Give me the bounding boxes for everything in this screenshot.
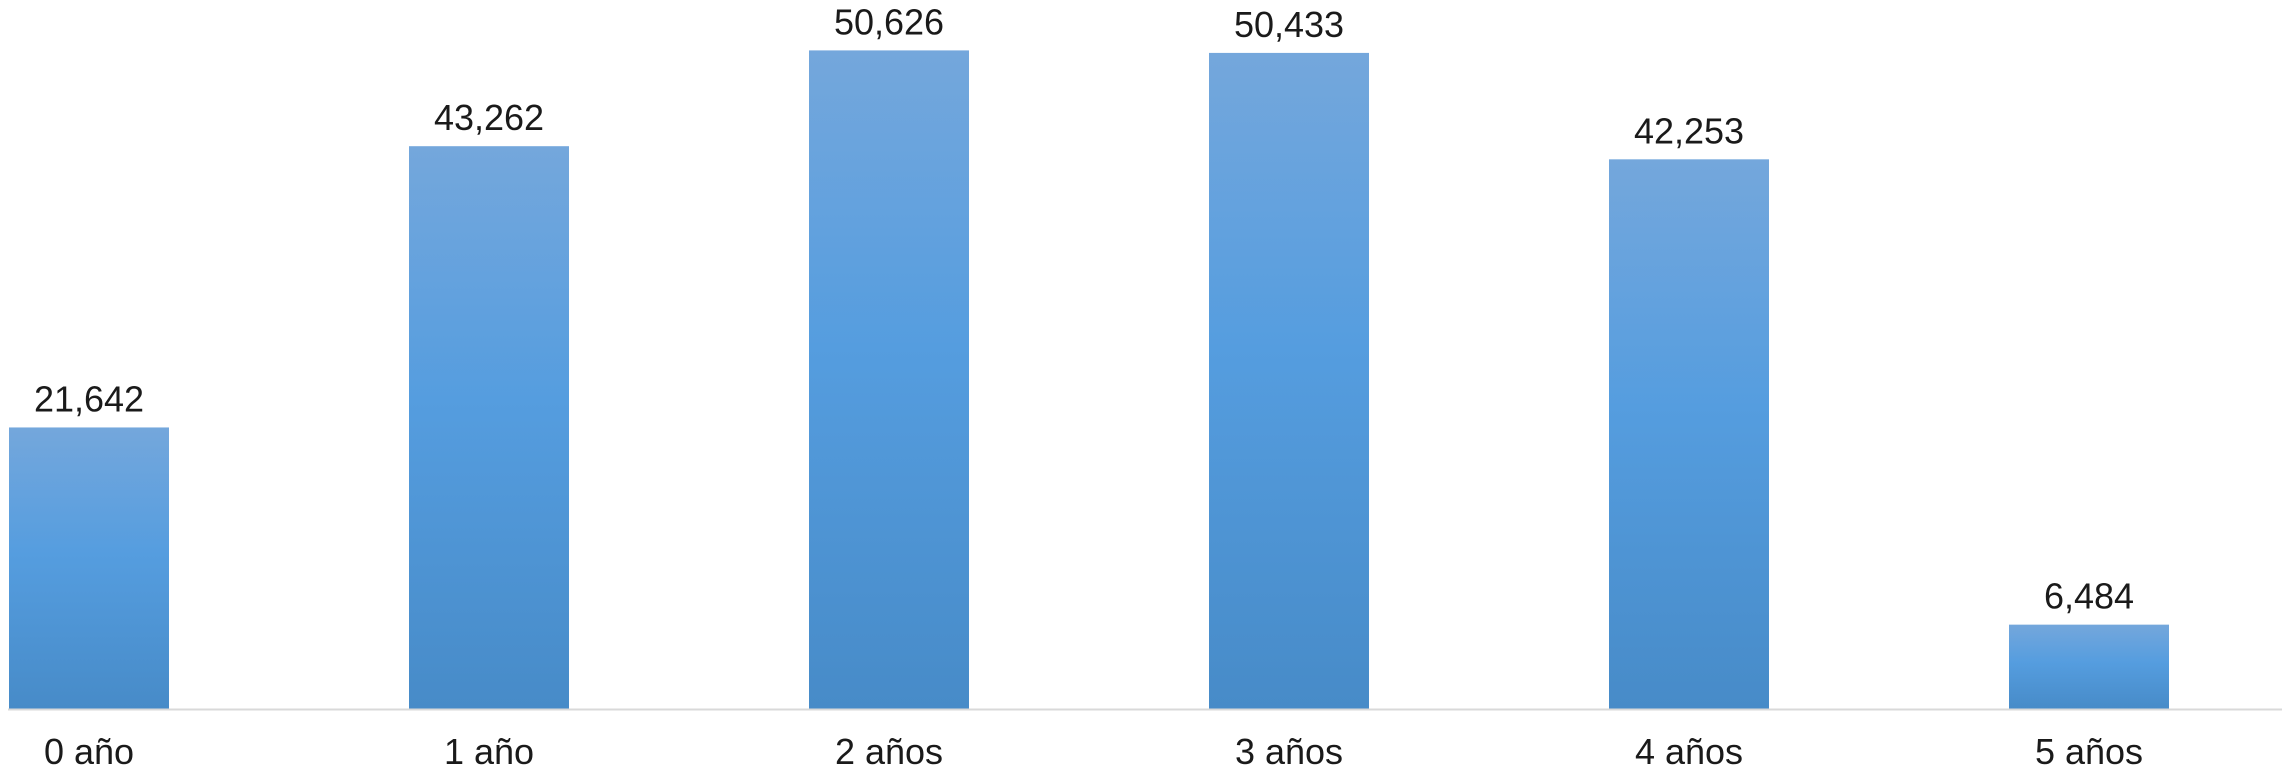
bar-2 [809, 50, 969, 710]
x-tick-label-0: 0 año [44, 731, 134, 768]
x-tick-label-2: 2 años [835, 731, 943, 768]
x-tick-label-4: 4 años [1635, 731, 1743, 768]
data-label-2: 50,626 [834, 1, 944, 42]
x-tick-label-5: 5 años [2035, 731, 2143, 768]
value-labels-layer: 21,642 43,262 50,626 50,433 42,253 6,484 [34, 1, 2134, 616]
bar-3 [1209, 52, 1369, 709]
data-label-5: 6,484 [2044, 576, 2134, 617]
data-label-1: 43,262 [434, 97, 544, 138]
bar-1 [409, 146, 569, 710]
x-tick-labels: 0 año 1 año 2 años 3 años 4 años 5 años [44, 731, 2143, 772]
bars-layer [9, 50, 2169, 710]
bar-4 [1609, 159, 1769, 709]
bar-0 [9, 427, 169, 709]
x-tick-label-1: 1 año [444, 731, 534, 768]
data-label-4: 42,253 [1634, 110, 1744, 151]
bar-5 [2009, 624, 2169, 709]
x-tick-label-3: 3 años [1235, 731, 1343, 768]
data-label-0: 21,642 [34, 378, 144, 419]
data-label-3: 50,433 [1234, 4, 1344, 45]
